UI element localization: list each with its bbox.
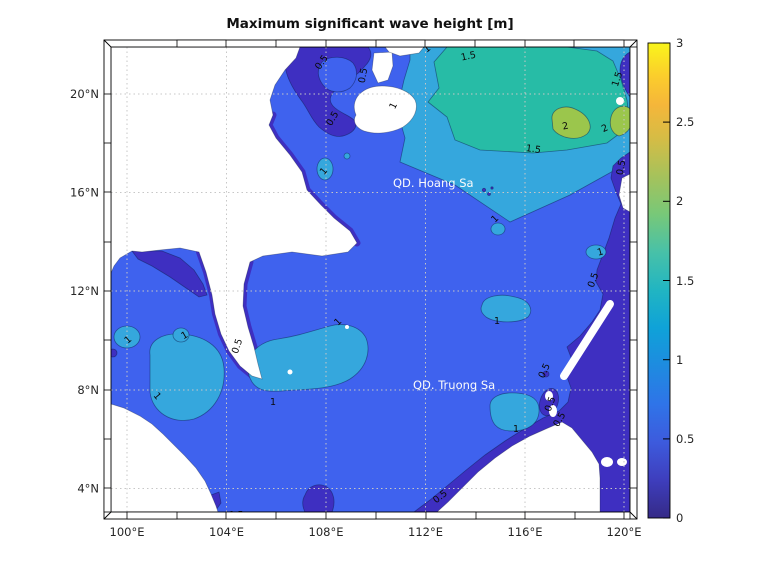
contour-label: 1.5: [610, 70, 625, 88]
colorbar-tick-label: 2: [676, 194, 683, 208]
contour-label: 1: [513, 424, 519, 435]
annotation-hoang-sa: QD. Hoang Sa: [393, 176, 474, 190]
contour-label: 1: [151, 391, 163, 403]
y-tick-label: 16°N: [70, 186, 99, 200]
contour-label: 1.5: [525, 143, 541, 156]
colorbar-tick-label: 1.5: [676, 274, 694, 288]
colorbar-tick-label: 1: [676, 353, 683, 367]
contour-label: 0.5: [228, 510, 243, 521]
y-tick-label: 20°N: [70, 87, 99, 101]
contour-label: 1: [596, 246, 605, 258]
y-tick-label: 4°N: [77, 482, 99, 496]
land-palawan: [560, 300, 614, 380]
contour-label: 1: [123, 334, 135, 346]
annotation-truong-sa: QD. Truong Sa: [413, 378, 495, 392]
y-tick-label: 12°N: [70, 284, 99, 298]
contour-label: 0.5: [230, 337, 245, 355]
colorbar-ticks: [663, 42, 670, 519]
contour-label: 1: [494, 316, 500, 327]
x-tick-label: 108°E: [309, 525, 344, 539]
contour-label: 2: [561, 121, 569, 133]
contour-label: 1: [270, 397, 276, 408]
contour-label: 1: [422, 43, 434, 55]
land-china-coast: [384, 47, 425, 57]
land-hainan: [353, 85, 417, 134]
x-tick-label: 120°E: [607, 525, 642, 539]
contour-label: 2: [600, 122, 610, 135]
band-1-15-patches: [113, 152, 607, 432]
frame-corner-miters: [103, 39, 638, 520]
contour-label: 0.5: [615, 159, 628, 176]
x-tick-label: 112°E: [408, 525, 443, 539]
colorbar: 0 0.5 1 1.5 2 2.5 3: [647, 36, 694, 525]
band-05-1-tonkin-pocket: [317, 56, 357, 93]
y-tick-label: 8°N: [77, 383, 99, 397]
x-tick-label: 100°E: [110, 525, 145, 539]
land-masses: [111, 47, 630, 512]
contour-label: 0.5: [586, 271, 602, 289]
band-15-2-core: [427, 47, 630, 154]
frame-segments: [103, 39, 638, 520]
x-tick-label: 104°E: [209, 525, 244, 539]
map-fill-layers: 0.5 0.5 1 1.5 1.5 2 2 0.5 1 1 1.5 0.5 1 …: [111, 43, 630, 521]
land-borneo: [436, 421, 601, 512]
small-islands: [287, 97, 627, 467]
map-frame: [103, 39, 638, 520]
land-malay-peninsula: [111, 403, 219, 512]
x-tick-label: 116°E: [508, 525, 543, 539]
colorbar-tick-label: 0: [676, 511, 683, 525]
contour-label: 1: [318, 166, 330, 178]
colorbar-tick-label: 0.5: [676, 432, 694, 446]
colorbar-tick-label: 3: [676, 36, 683, 50]
contour-label: 1.5: [460, 50, 477, 64]
chart-title: Maximum significant wave height [m]: [226, 16, 513, 32]
band-2-25-max-west: [551, 106, 591, 139]
band-2-25-max-east: [609, 105, 630, 137]
contour-label: 1: [179, 330, 190, 343]
contour-label: 0.5: [357, 67, 370, 84]
x-axis-labels: 100°E 104°E 108°E 112°E 116°E 120°E: [110, 525, 642, 539]
graticule: [111, 47, 630, 512]
y-axis-labels: 20°N 16°N 12°N 8°N 4°N: [70, 87, 99, 496]
contour-label: 1: [387, 101, 400, 111]
land-mainland-indochina: [111, 47, 358, 380]
colorbar-tick-label: 2.5: [676, 115, 694, 129]
contour-label: 0.5: [543, 395, 559, 413]
colorbar-tick-labels: 0 0.5 1 1.5 2 2.5 3: [676, 36, 694, 525]
